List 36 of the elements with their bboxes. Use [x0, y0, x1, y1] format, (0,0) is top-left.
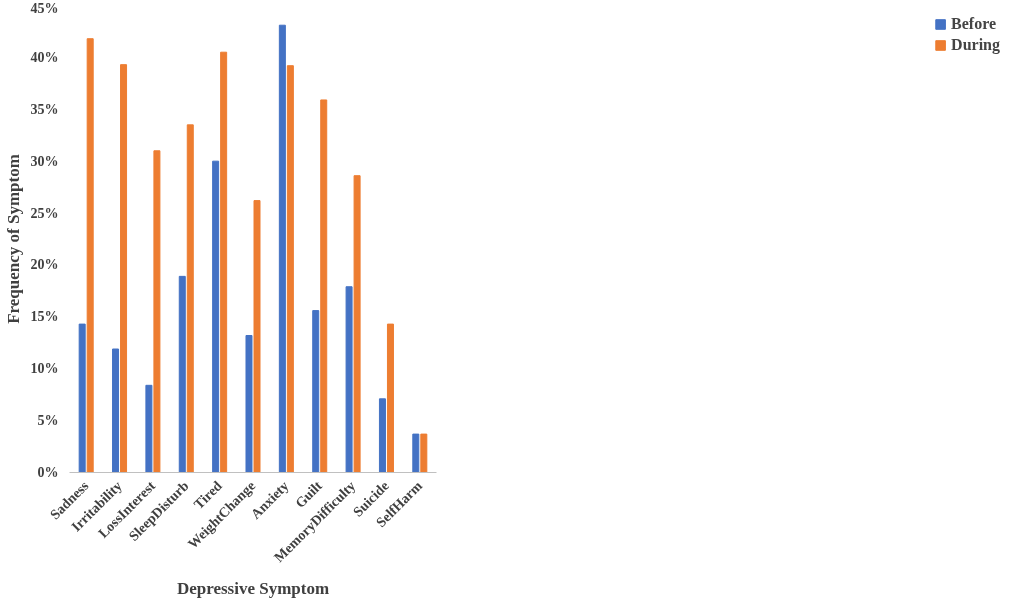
y-tick-label: 5% [37, 413, 59, 429]
bar [353, 175, 361, 473]
y-tick-label: 35% [30, 101, 59, 117]
bar [178, 275, 186, 473]
y-tick-label: 15% [30, 309, 59, 325]
bar [145, 384, 153, 473]
y-tick-label: 10% [30, 361, 59, 377]
bar [212, 160, 220, 473]
bar [120, 64, 128, 473]
bar [420, 433, 428, 473]
bar [186, 124, 194, 473]
y-tick-label: 45% [30, 0, 59, 16]
bar [112, 348, 120, 473]
y-tick-label: 30% [30, 153, 59, 169]
bar [312, 310, 320, 473]
bar [286, 65, 294, 473]
bar [245, 335, 253, 473]
y-axis-title: Frequency of Symptom [3, 154, 23, 324]
y-tick-label: 25% [30, 205, 59, 221]
bar [153, 150, 161, 473]
bar [378, 398, 386, 473]
legend-label: Before [951, 15, 997, 33]
bar [220, 51, 228, 473]
y-tick-label: 20% [30, 257, 59, 273]
y-tick-label: 0% [37, 465, 59, 480]
y-tick-label: 40% [30, 49, 59, 65]
bar [253, 200, 261, 473]
bar [345, 286, 353, 473]
bar [78, 323, 86, 473]
legend-label: During [951, 36, 1000, 54]
bar [320, 99, 328, 473]
bar [412, 433, 420, 473]
bar [386, 323, 394, 473]
x-axis-title: Depressive Symptom [176, 578, 330, 598]
bar [278, 24, 286, 473]
bar [86, 38, 94, 473]
